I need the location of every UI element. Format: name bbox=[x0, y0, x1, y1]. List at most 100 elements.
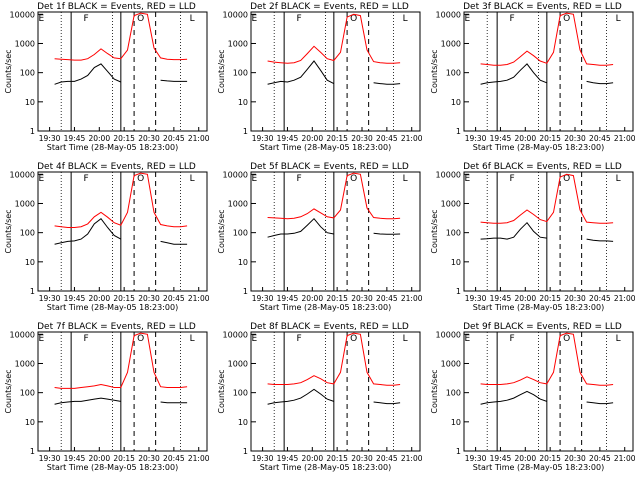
x-axis-label: Start Time (28-May-05 18:23:00) bbox=[260, 463, 391, 472]
plot-frame bbox=[250, 331, 421, 452]
panel-marker-label: F bbox=[509, 334, 514, 344]
y-tick-label: 1 bbox=[30, 127, 35, 136]
y-tick-label: 1 bbox=[456, 127, 461, 136]
series-line bbox=[54, 63, 188, 85]
x-tick-label: 20:30 bbox=[138, 454, 160, 463]
plot-frame bbox=[37, 11, 208, 132]
panel-marker-label: O bbox=[563, 334, 570, 344]
panel-marker-label: L bbox=[190, 14, 195, 24]
series-line bbox=[267, 13, 401, 64]
x-tick-label: 20:30 bbox=[138, 294, 160, 303]
series-line bbox=[54, 332, 188, 389]
panel-marker-label: O bbox=[137, 14, 144, 24]
y-tick-label: 1000 bbox=[441, 199, 461, 208]
x-tick-label: 20:15 bbox=[539, 294, 561, 303]
y-tick-label: 100 bbox=[233, 229, 248, 238]
x-tick-label: 19:45 bbox=[64, 454, 86, 463]
x-tick-label: 21:00 bbox=[614, 454, 636, 463]
x-tick-label: 20:30 bbox=[351, 454, 373, 463]
x-tick-label: 19:30 bbox=[252, 134, 274, 143]
panel-marker-label: E bbox=[464, 334, 470, 344]
panel-marker-label: E bbox=[464, 14, 470, 24]
y-tick-label: 100 bbox=[20, 389, 35, 398]
x-tick-label: 20:00 bbox=[301, 134, 323, 143]
series-line bbox=[480, 173, 614, 224]
x-axis-label: Start Time (28-May-05 18:23:00) bbox=[260, 143, 391, 152]
x-tick-label: 19:30 bbox=[465, 454, 487, 463]
panel-marker-label: E bbox=[251, 334, 257, 344]
y-tick-label: 10000 bbox=[10, 170, 35, 179]
detector-panel: Det 3f BLACK = Events, RED = LLD E F O L 1 10 1… bbox=[430, 2, 636, 152]
y-tick-label: 1000 bbox=[15, 39, 35, 48]
x-tick-label: 20:00 bbox=[514, 294, 536, 303]
x-tick-label: 19:45 bbox=[490, 294, 512, 303]
panel-marker-label: L bbox=[403, 334, 408, 344]
detector-panel: Det 5f BLACK = Events, RED = LLD E F O L 1 10 1… bbox=[217, 162, 423, 312]
x-tick-label: 20:15 bbox=[113, 294, 135, 303]
plot-frame bbox=[37, 171, 208, 292]
x-tick-label: 20:45 bbox=[376, 134, 398, 143]
x-tick-label: 20:30 bbox=[138, 134, 160, 143]
panel-marker-label: E bbox=[464, 174, 470, 184]
x-tick-label: 20:15 bbox=[326, 134, 348, 143]
detector-panel: Det 8f BLACK = Events, RED = LLD E F O L 1 10 1… bbox=[217, 322, 423, 472]
series-line bbox=[480, 12, 614, 66]
y-tick-label: 100 bbox=[233, 69, 248, 78]
panel-title: Det 5f BLACK = Events, RED = LLD bbox=[250, 162, 409, 172]
y-tick-label: 1000 bbox=[15, 199, 35, 208]
panel-marker-label: E bbox=[251, 174, 257, 184]
y-tick-label: 10000 bbox=[10, 330, 35, 339]
x-tick-label: 19:30 bbox=[252, 454, 274, 463]
x-tick-label: 19:45 bbox=[490, 134, 512, 143]
x-tick-label: 20:15 bbox=[113, 454, 135, 463]
panel-title: Det 4f BLACK = Events, RED = LLD bbox=[37, 162, 196, 172]
x-tick-label: 19:30 bbox=[252, 294, 274, 303]
y-tick-label: 10 bbox=[238, 98, 248, 107]
series-line bbox=[480, 390, 614, 405]
x-tick-label: 20:45 bbox=[589, 134, 611, 143]
x-tick-label: 19:45 bbox=[490, 454, 512, 463]
panel-marker-label: F bbox=[509, 174, 514, 184]
detector-panel: Det 2f BLACK = Events, RED = LLD E F O L 1 10 1… bbox=[217, 2, 423, 152]
panel-marker-label: L bbox=[190, 334, 195, 344]
y-tick-label: 100 bbox=[446, 389, 461, 398]
y-tick-label: 10000 bbox=[223, 10, 248, 19]
panel-title: Det 7f BLACK = Events, RED = LLD bbox=[37, 322, 196, 332]
plot-frame bbox=[463, 171, 634, 292]
x-tick-label: 20:45 bbox=[163, 294, 185, 303]
y-tick-label: 1 bbox=[456, 447, 461, 456]
y-tick-label: 1 bbox=[30, 447, 35, 456]
y-tick-label: 1000 bbox=[441, 39, 461, 48]
x-tick-label: 20:30 bbox=[564, 454, 586, 463]
x-tick-label: 19:45 bbox=[277, 454, 299, 463]
x-tick-label: 20:00 bbox=[88, 134, 110, 143]
detector-panel: Det 1f BLACK = Events, RED = LLD E F O L 1 10 1… bbox=[4, 2, 210, 152]
series-line bbox=[480, 221, 614, 242]
x-tick-label: 20:15 bbox=[326, 294, 348, 303]
x-tick-label: 20:45 bbox=[589, 294, 611, 303]
y-tick-label: 10 bbox=[25, 258, 35, 267]
panel-marker-label: O bbox=[350, 334, 357, 344]
x-tick-label: 20:30 bbox=[564, 294, 586, 303]
panel-title: Det 6f BLACK = Events, RED = LLD bbox=[463, 162, 622, 172]
plot-frame bbox=[250, 11, 421, 132]
y-tick-label: 10 bbox=[238, 418, 248, 427]
y-tick-label: 10000 bbox=[436, 330, 461, 339]
y-tick-label: 10000 bbox=[223, 170, 248, 179]
x-tick-label: 20:00 bbox=[514, 134, 536, 143]
x-axis-label: Start Time (28-May-05 18:23:00) bbox=[473, 303, 604, 312]
x-tick-label: 19:30 bbox=[39, 294, 61, 303]
y-tick-label: 10 bbox=[25, 98, 35, 107]
detector-panel: Det 6f BLACK = Events, RED = LLD E F O L 1 10 1… bbox=[430, 162, 636, 312]
panel-marker-label: L bbox=[616, 174, 621, 184]
panel-marker-label: O bbox=[350, 14, 357, 24]
x-axis-label: Start Time (28-May-05 18:23:00) bbox=[473, 463, 604, 472]
panel-marker-label: L bbox=[190, 174, 195, 184]
panel-marker-label: E bbox=[38, 174, 44, 184]
y-tick-label: 10000 bbox=[436, 170, 461, 179]
panel-marker-label: O bbox=[137, 174, 144, 184]
y-tick-label: 1 bbox=[456, 287, 461, 296]
y-tick-label: 100 bbox=[446, 229, 461, 238]
x-tick-label: 21:00 bbox=[401, 294, 423, 303]
